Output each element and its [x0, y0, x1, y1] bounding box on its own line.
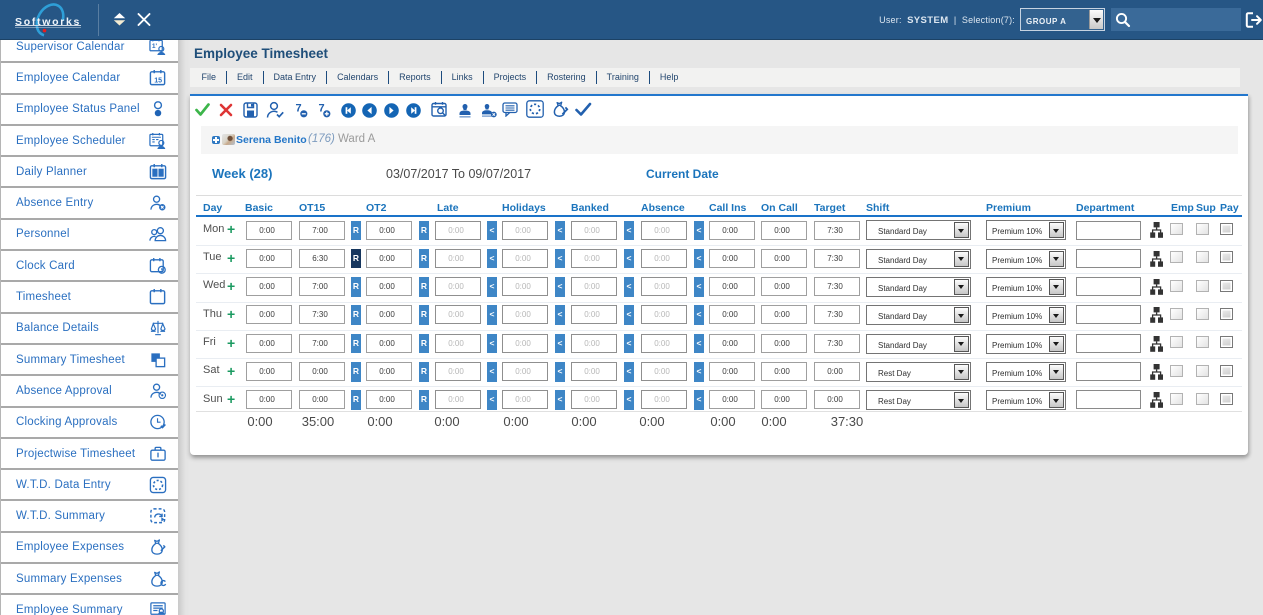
svg-text:1': 1'	[152, 43, 158, 50]
svg-text:7: 7	[296, 103, 302, 115]
svg-text:15: 15	[154, 76, 162, 84]
svg-text:7: 7	[319, 103, 325, 115]
